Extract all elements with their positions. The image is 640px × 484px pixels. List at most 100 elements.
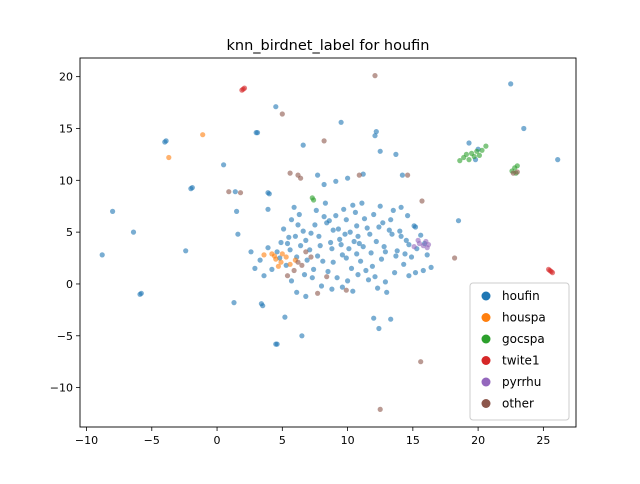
- point-houfin: [315, 253, 321, 259]
- point-houspa: [279, 251, 285, 257]
- point-houfin: [352, 209, 358, 215]
- legend-marker-pyrrhu: [481, 377, 491, 387]
- point-houfin: [288, 217, 295, 223]
- point-houfin: [420, 267, 426, 274]
- point-houfin: [303, 237, 309, 243]
- point-houfin: [354, 251, 360, 257]
- point-houfin: [399, 172, 405, 178]
- point-other: [279, 111, 285, 117]
- point-houfin: [303, 293, 309, 299]
- point-houfin: [311, 266, 317, 272]
- point-houfin: [321, 214, 327, 220]
- point-houfin: [346, 246, 352, 252]
- point-houfin: [188, 186, 194, 192]
- point-other: [284, 273, 291, 279]
- point-houfin: [325, 268, 331, 275]
- point-houfin: [316, 233, 322, 239]
- point-houfin: [372, 133, 378, 139]
- point-houfin: [428, 264, 434, 270]
- point-other: [295, 259, 301, 265]
- points-layer: [99, 73, 561, 412]
- y-tick-label: −5: [57, 330, 73, 343]
- point-houfin: [295, 222, 301, 228]
- x-tick-label: 0: [214, 434, 221, 447]
- point-houfin: [406, 242, 412, 248]
- point-houfin: [424, 252, 430, 258]
- point-houfin: [281, 226, 287, 232]
- point-houfin: [375, 285, 381, 291]
- point-houspa: [275, 263, 281, 269]
- point-houfin: [330, 259, 336, 265]
- point-houfin: [299, 333, 305, 339]
- point-gocspa: [466, 157, 472, 163]
- point-houfin: [328, 239, 334, 246]
- y-tick-label: 0: [66, 278, 73, 291]
- legend-label-houspa: houspa: [502, 311, 546, 325]
- point-houfin: [313, 207, 319, 213]
- point-houfin: [373, 238, 379, 245]
- point-houfin: [406, 273, 412, 279]
- point-houfin: [418, 232, 424, 238]
- point-houfin: [371, 211, 377, 218]
- point-houfin: [318, 283, 325, 289]
- point-gocspa: [483, 143, 489, 149]
- point-houfin: [254, 130, 261, 136]
- point-houfin: [403, 237, 409, 243]
- point-houfin: [110, 208, 116, 214]
- point-houfin: [235, 231, 241, 237]
- point-houfin: [401, 261, 407, 267]
- point-houfin: [373, 129, 379, 135]
- legend-label-twite1: twite1: [502, 354, 540, 368]
- point-pyrrhu: [415, 237, 421, 243]
- point-houfin: [333, 213, 339, 219]
- point-houfin: [339, 284, 345, 290]
- point-houfin: [388, 217, 394, 223]
- point-houfin: [296, 211, 302, 218]
- point-houfin: [364, 225, 370, 231]
- legend-marker-houfin: [481, 291, 491, 301]
- point-houfin: [138, 290, 144, 296]
- point-gocspa: [471, 153, 477, 160]
- point-houfin: [232, 189, 238, 195]
- point-other: [372, 73, 378, 79]
- point-houfin: [345, 175, 351, 181]
- y-axis-ticks: −10 −5 0 5 10 15 20: [50, 71, 80, 395]
- point-pyrrhu: [424, 245, 430, 251]
- point-houfin: [376, 224, 382, 230]
- point-houfin: [269, 266, 275, 272]
- point-houfin: [369, 263, 375, 269]
- point-houfin: [392, 270, 398, 276]
- point-houfin: [382, 279, 388, 285]
- point-other: [418, 359, 424, 365]
- point-houfin: [397, 228, 403, 234]
- point-houfin: [384, 289, 390, 295]
- point-houfin: [378, 256, 385, 262]
- point-houfin: [130, 229, 137, 235]
- point-other: [321, 138, 327, 144]
- x-tick-label: −10: [75, 434, 98, 447]
- legend-marker-other: [481, 399, 491, 408]
- point-houfin: [361, 216, 368, 222]
- point-houfin: [278, 239, 284, 246]
- point-pyrrhu: [411, 244, 417, 250]
- point-houfin: [252, 265, 258, 271]
- point-houfin: [337, 236, 343, 242]
- point-houfin: [266, 191, 272, 197]
- point-other: [299, 262, 305, 268]
- point-houfin: [273, 104, 279, 110]
- point-houspa: [200, 132, 206, 138]
- point-houfin: [231, 300, 237, 306]
- point-houfin: [371, 315, 377, 321]
- point-houfin: [335, 226, 341, 232]
- point-other: [405, 172, 411, 178]
- point-houfin: [398, 204, 404, 210]
- point-houspa: [283, 254, 289, 260]
- point-houfin: [365, 277, 372, 283]
- point-houfin: [342, 231, 348, 237]
- point-houfin: [221, 162, 227, 168]
- point-houfin: [380, 220, 386, 226]
- point-houfin: [301, 272, 308, 278]
- point-houfin: [356, 240, 362, 247]
- point-houfin: [283, 262, 289, 268]
